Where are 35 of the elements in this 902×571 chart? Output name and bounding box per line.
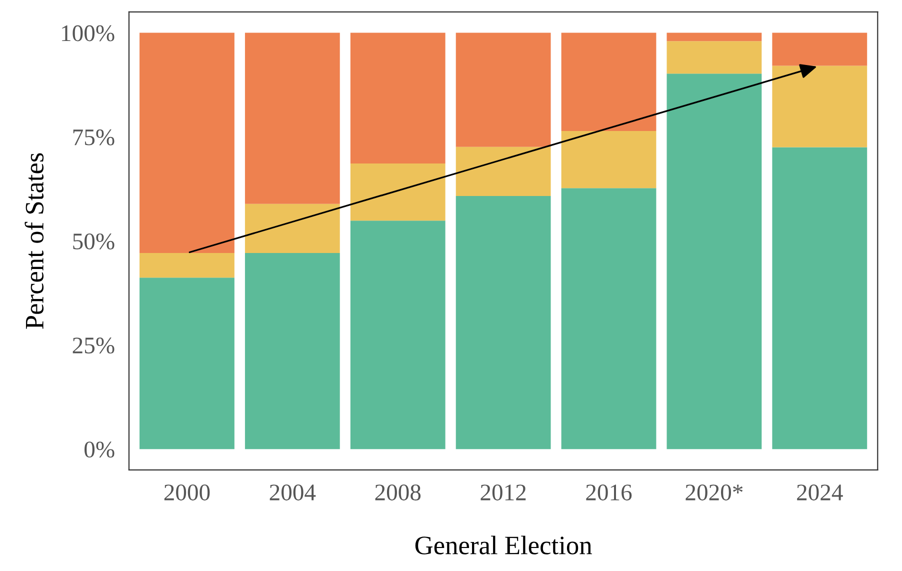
bar	[140, 278, 234, 450]
bar	[561, 188, 656, 450]
x-tick-label: 2024	[797, 484, 843, 500]
y-tick-label: 25%	[72, 338, 114, 354]
bar	[456, 146, 551, 196]
bar	[456, 196, 551, 450]
x-tick-label: 2000	[164, 484, 210, 500]
x-tick-label: 2008	[375, 484, 421, 500]
bar	[350, 220, 446, 450]
x-axis-title: General Election	[415, 536, 592, 554]
bar	[244, 253, 340, 450]
bar	[561, 32, 656, 132]
bar	[456, 32, 551, 147]
bar	[666, 32, 762, 42]
y-axis-title: Percent of States	[24, 153, 44, 329]
bar	[666, 41, 762, 74]
x-tick-label: 2016	[586, 484, 632, 500]
bar	[666, 74, 762, 450]
y-tick-label: 75%	[73, 129, 114, 146]
y-tick-label: 0%	[84, 442, 114, 458]
bar	[350, 164, 446, 221]
x-tick-label: 2012	[480, 484, 526, 500]
bar	[350, 32, 446, 164]
y-tick-label: 50%	[73, 233, 114, 250]
bar	[244, 32, 340, 204]
bar	[244, 204, 340, 254]
bar	[772, 32, 868, 66]
bar	[772, 66, 868, 148]
y-tick-label: 100%	[62, 25, 114, 42]
bar	[561, 131, 656, 188]
bar	[140, 32, 234, 254]
x-tick-label: 2004	[270, 484, 316, 500]
bar	[140, 253, 234, 278]
bar	[772, 147, 868, 450]
x-tick-label: 2020*	[686, 484, 743, 500]
